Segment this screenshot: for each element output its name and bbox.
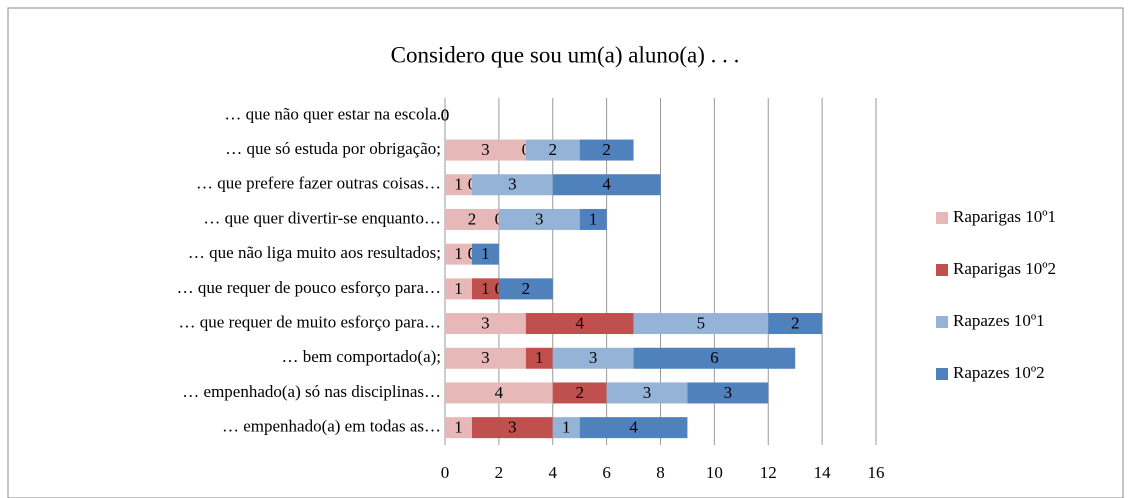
bar-segment — [445, 382, 553, 404]
legend-label: Raparigas 10º2 — [953, 259, 1056, 278]
data-label: 3 — [481, 140, 490, 159]
data-label: 0 — [441, 105, 450, 124]
data-label: 3 — [535, 209, 544, 228]
data-label: 4 — [495, 383, 504, 402]
bar-segment — [471, 243, 499, 265]
data-label: 2 — [549, 140, 558, 159]
data-label: 3 — [481, 313, 490, 332]
bar-segment — [471, 417, 553, 439]
data-label: 3 — [508, 418, 517, 437]
data-label: 0 — [441, 105, 450, 124]
bar-segment — [552, 174, 661, 196]
data-label: 1 — [535, 348, 544, 367]
bar-segment — [445, 417, 472, 439]
y-tick-label: … que não quer estar na escola. — [224, 104, 441, 123]
x-tick-label: 8 — [656, 463, 665, 482]
data-label: 1 — [562, 418, 571, 437]
data-label: 4 — [629, 418, 638, 437]
x-tick-label: 6 — [602, 463, 611, 482]
data-label: 3 — [481, 348, 490, 367]
data-label: 4 — [602, 175, 611, 194]
bar-segment — [579, 208, 607, 230]
data-label: 2 — [468, 209, 477, 228]
bar-segment — [445, 243, 472, 265]
legend-swatch — [936, 212, 948, 224]
y-tick-label: … que requer de muito esforço para… — [179, 312, 441, 331]
legend-label: Rapazes 10º1 — [953, 311, 1045, 330]
legend-label: Rapazes 10º2 — [953, 363, 1045, 382]
bar-segment — [633, 347, 796, 369]
x-tick-label: 16 — [868, 463, 885, 482]
data-label: 3 — [724, 383, 733, 402]
bar-segment — [471, 278, 499, 300]
legend-swatch — [936, 368, 948, 380]
bar-segment — [525, 347, 553, 369]
data-label: 3 — [508, 175, 517, 194]
bar-segment — [525, 139, 580, 161]
bar-segment — [552, 347, 634, 369]
bar-segment — [552, 382, 607, 404]
legend-swatch — [936, 316, 948, 328]
data-label: 1 — [454, 418, 463, 437]
bar-segment — [687, 382, 769, 404]
data-label: 5 — [697, 313, 706, 332]
data-label: 2 — [522, 279, 531, 298]
data-label: 1 — [454, 244, 463, 263]
x-tick-label: 12 — [760, 463, 777, 482]
bar-segment — [445, 208, 499, 230]
bar-segment — [498, 278, 553, 300]
data-label: 0 — [441, 105, 450, 124]
x-tick-label: 10 — [706, 463, 723, 482]
x-tick-label: 2 — [495, 463, 504, 482]
chart-title: Considero que sou um(a) aluno(a) . . . — [391, 42, 740, 67]
data-label: 0 — [441, 105, 450, 124]
y-tick-label: … empenhado(a) só nas disciplinas… — [182, 382, 441, 401]
bar-segment — [552, 417, 580, 439]
data-label: 1 — [589, 209, 598, 228]
data-label: 1 — [481, 244, 490, 263]
chart-border — [7, 7, 1124, 498]
bar-segment — [633, 313, 769, 335]
bar-segment — [445, 347, 526, 369]
bar-segment — [606, 382, 688, 404]
y-tick-label: … empenhado(a) em todas as… — [222, 417, 441, 436]
x-tick-label: 0 — [441, 463, 450, 482]
bar-segment — [768, 313, 823, 335]
data-label: 6 — [710, 348, 719, 367]
bar-segment — [579, 417, 688, 439]
bar-segment — [445, 278, 472, 300]
data-label: 2 — [575, 383, 584, 402]
y-tick-label: … que quer divertir-se enquanto… — [203, 208, 441, 227]
data-label: 2 — [602, 140, 611, 159]
bar-segment — [525, 313, 634, 335]
x-tick-label: 4 — [549, 463, 558, 482]
data-label: 1 — [454, 175, 463, 194]
y-tick-label: … que prefere fazer outras coisas… — [196, 174, 441, 193]
bar-segment — [471, 174, 553, 196]
bar-segment — [579, 139, 634, 161]
legend-swatch — [936, 264, 948, 276]
bar-segment — [445, 174, 472, 196]
y-tick-label: … que só estuda por obrigação; — [225, 139, 441, 158]
x-tick-label: 14 — [814, 463, 832, 482]
data-label: 3 — [589, 348, 598, 367]
bar-segment — [498, 208, 580, 230]
y-tick-label: … que não liga muito aos resultados; — [188, 243, 441, 262]
bar-segment — [445, 139, 526, 161]
data-label: 1 — [454, 279, 463, 298]
data-label: 2 — [791, 313, 800, 332]
bar-segment — [445, 313, 526, 335]
y-tick-label: … bem comportado(a); — [281, 347, 441, 366]
data-label: 3 — [643, 383, 652, 402]
data-label: 1 — [481, 279, 490, 298]
y-tick-label: … que requer de pouco esforço para… — [177, 278, 441, 297]
legend-label: Raparigas 10º1 — [953, 207, 1056, 226]
data-label: 4 — [575, 313, 584, 332]
